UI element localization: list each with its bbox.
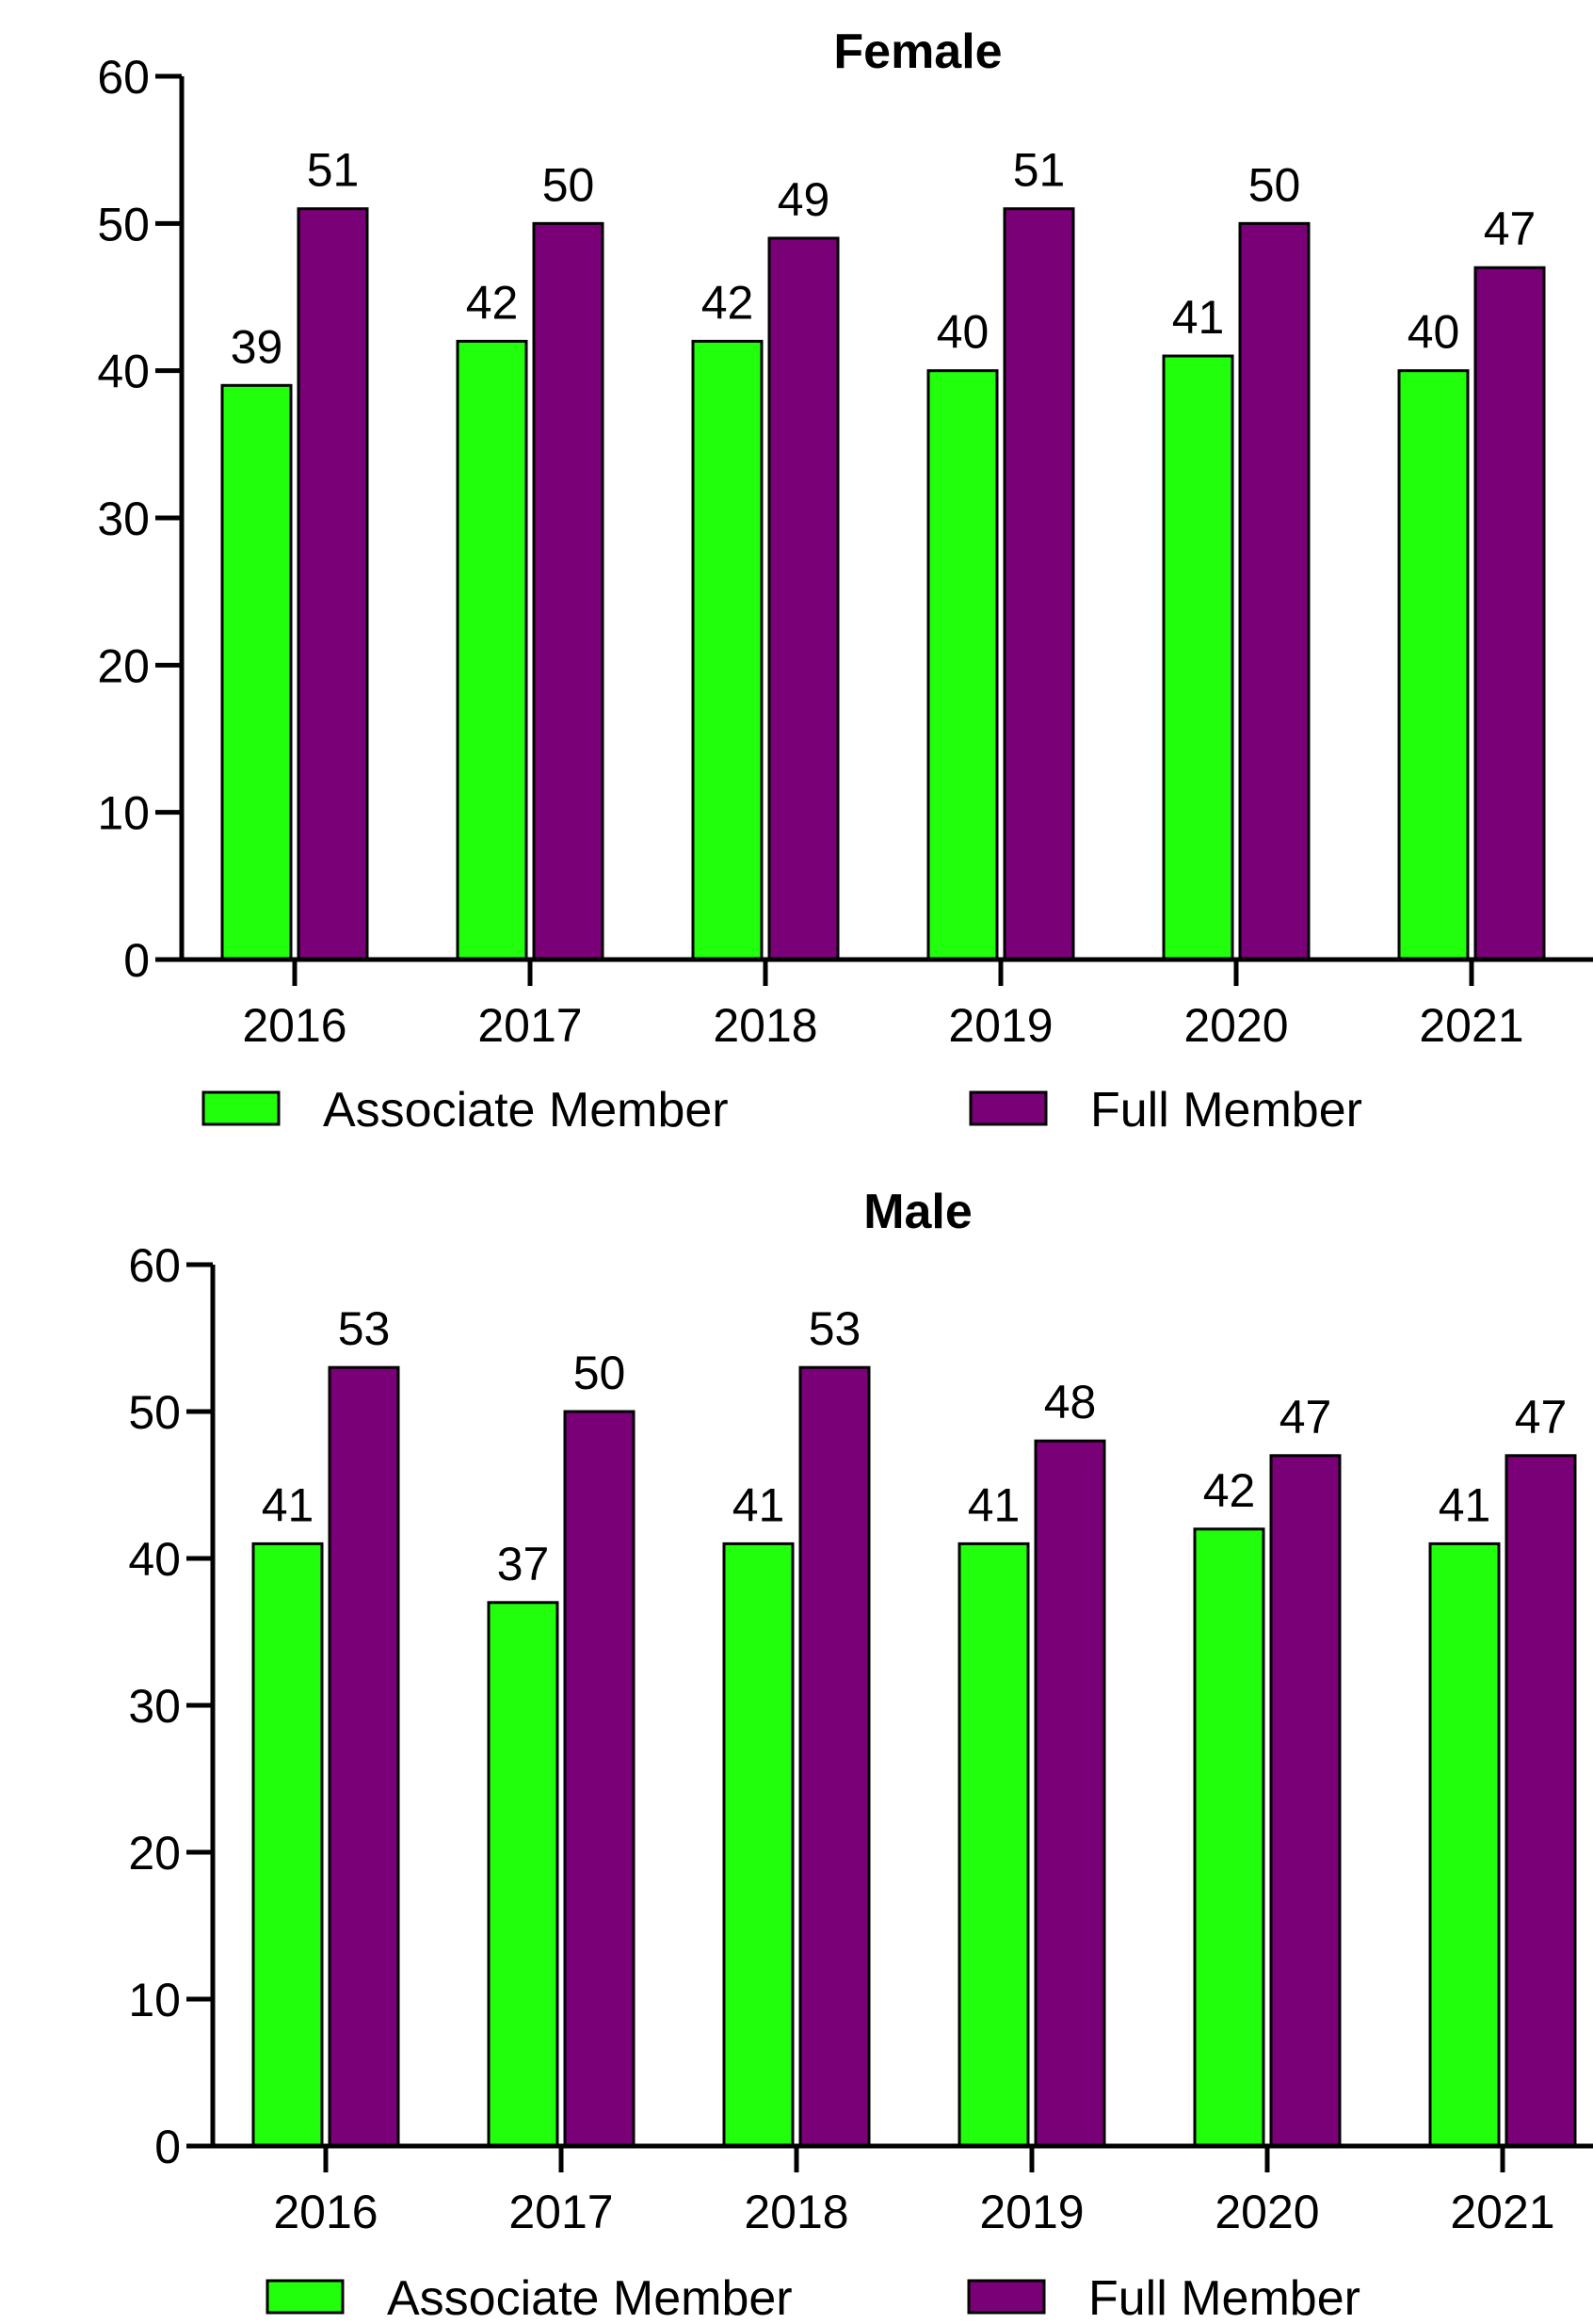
female-chart: Female 39 42 42 40 41 40 51 50 49 51 50 47 0 10 20 30 40… — [97, 24, 1593, 1138]
legend-swatch-full — [969, 1090, 1048, 1126]
bar-associate — [1162, 354, 1234, 961]
data-label: 47 — [1279, 1391, 1332, 1444]
x-tick-label: 2021 — [1419, 999, 1523, 1052]
bar-associate — [251, 1541, 324, 2148]
y-tick-label: 60 — [128, 1239, 181, 1292]
legend-label-associate: Associate Member — [323, 1083, 729, 1138]
x-tick-label: 2017 — [477, 999, 582, 1052]
data-label: 50 — [1248, 158, 1301, 211]
data-label: 49 — [778, 173, 830, 226]
data-label: 39 — [231, 320, 283, 373]
data-label: 53 — [809, 1302, 861, 1355]
data-label: 51 — [307, 144, 360, 197]
y-tick-label: 30 — [97, 492, 150, 545]
data-label: 51 — [1013, 144, 1066, 197]
bar-associate — [487, 1601, 559, 2148]
bar-full — [767, 236, 840, 961]
data-label: 47 — [1484, 202, 1537, 255]
bar-full — [1238, 221, 1311, 961]
y-tick-label: 40 — [128, 1533, 181, 1586]
y-tick-label: 30 — [128, 1680, 181, 1733]
bar-full — [1034, 1439, 1106, 2148]
bar-associate — [220, 383, 293, 961]
data-label: 50 — [573, 1347, 626, 1399]
bar-associate — [1193, 1527, 1265, 2148]
x-tick-label: 2019 — [979, 2186, 1084, 2238]
bar-associate — [957, 1541, 1030, 2148]
bar-full — [1473, 266, 1546, 961]
legend-swatch-associate — [201, 1090, 281, 1126]
data-label: 41 — [1172, 291, 1225, 344]
data-label: 42 — [1203, 1464, 1256, 1517]
y-tick-label: 0 — [154, 2121, 181, 2173]
y-tick-label: 10 — [97, 787, 150, 840]
legend-label-full: Full Member — [1090, 1083, 1362, 1138]
y-tick-label: 60 — [97, 51, 150, 104]
x-tick-label: 2020 — [1215, 2186, 1319, 2238]
x-tick-label: 2016 — [242, 999, 346, 1052]
data-label: 41 — [968, 1478, 1021, 1531]
data-label: 41 — [1439, 1478, 1491, 1531]
x-tick-label: 2016 — [273, 2186, 378, 2238]
bar-full — [1504, 1454, 1577, 2148]
bar-associate — [691, 339, 764, 961]
legend-label-associate: Associate Member — [387, 2271, 793, 2324]
bar-associate — [1397, 369, 1470, 961]
bar-full — [1003, 207, 1075, 961]
y-tick-label: 50 — [97, 198, 150, 250]
bar-associate — [1428, 1541, 1501, 2148]
bar-full — [532, 221, 604, 961]
data-label: 41 — [732, 1478, 785, 1531]
bar-associate — [722, 1541, 795, 2148]
bar-full — [1269, 1454, 1342, 2148]
x-tick-label: 2021 — [1450, 2186, 1554, 2238]
data-label: 50 — [542, 158, 595, 211]
data-label: 42 — [701, 276, 754, 329]
bar-full — [297, 207, 369, 961]
legend-swatch-associate — [266, 2279, 345, 2315]
bar-full — [328, 1365, 400, 2148]
y-tick-label: 0 — [123, 934, 150, 987]
chart-title: Female — [833, 24, 1002, 79]
legend-swatch-full — [967, 2279, 1046, 2315]
y-tick-label: 50 — [128, 1386, 181, 1439]
x-tick-label: 2020 — [1183, 999, 1288, 1052]
data-label: 48 — [1044, 1376, 1097, 1428]
y-tick-label: 20 — [97, 639, 150, 692]
bar-full — [798, 1365, 871, 2148]
data-label: 42 — [466, 276, 519, 329]
bar-associate — [926, 369, 999, 961]
data-label: 37 — [497, 1538, 550, 1590]
data-label: 40 — [1408, 306, 1460, 359]
y-tick-label: 20 — [128, 1827, 181, 1880]
x-tick-label: 2019 — [948, 999, 1053, 1052]
data-label: 41 — [262, 1478, 314, 1531]
data-label: 47 — [1515, 1391, 1568, 1444]
bar-full — [563, 1410, 636, 2148]
data-label: 53 — [338, 1302, 391, 1355]
legend-label-full: Full Member — [1088, 2271, 1360, 2324]
data-label: 40 — [937, 306, 990, 359]
y-tick-label: 40 — [97, 346, 150, 398]
x-tick-label: 2018 — [744, 2186, 848, 2238]
male-chart: Male 41 37 41 41 42 41 53 50 53 48 47 47 0 10 20 30 40 50… — [128, 1185, 1593, 2324]
x-tick-label: 2017 — [508, 2186, 613, 2238]
x-tick-label: 2018 — [713, 999, 817, 1052]
chart-title: Male — [863, 1185, 973, 1239]
y-tick-label: 10 — [128, 1974, 181, 2026]
bar-associate — [456, 339, 528, 961]
